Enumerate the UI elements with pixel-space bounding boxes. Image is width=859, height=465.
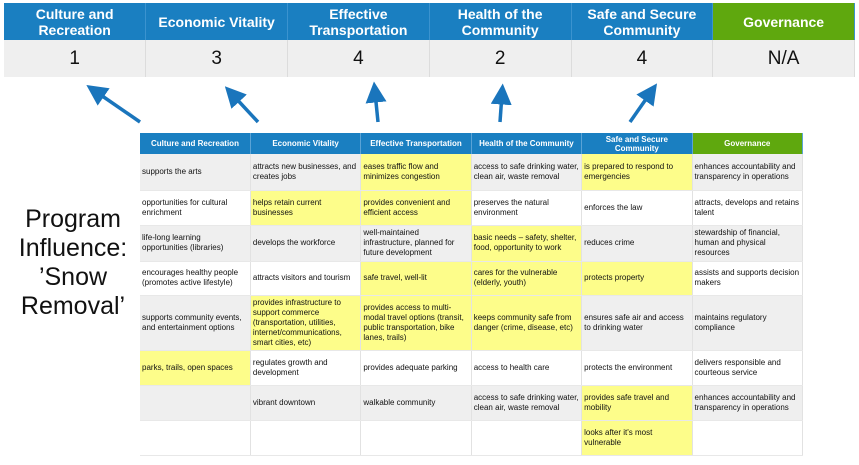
table-cell: assists and supports decision makers bbox=[692, 261, 804, 296]
table-row: supports community events, and entertain… bbox=[140, 295, 804, 351]
table-cell: preserves the natural environment bbox=[471, 190, 583, 226]
table-row: opportunities for cultural enrichment hel… bbox=[140, 190, 804, 226]
matrix-header-culture-and-recreation: Culture and Recreation bbox=[140, 133, 251, 154]
table-cell: provides adequate parking bbox=[360, 350, 472, 386]
table-cell: regulates growth and development bbox=[250, 350, 362, 386]
table-cell: encourages healthy people (promotes acti… bbox=[140, 261, 251, 296]
table-cell bbox=[471, 420, 583, 456]
summary-header-safe-and-secure-community: Safe and Secure Community bbox=[571, 3, 714, 40]
score-health-of-the-community: 2 bbox=[429, 40, 572, 77]
influence-matrix: Culture and Recreation Economic Vitality E… bbox=[140, 133, 804, 456]
table-cell: enhances accountability and transparency… bbox=[692, 385, 804, 421]
table-cell bbox=[692, 420, 804, 456]
highlighted-cell: provides convenient and efficient access bbox=[360, 190, 472, 226]
arrow-icon bbox=[490, 83, 512, 123]
table-cell: enforces the law bbox=[581, 190, 693, 226]
highlighted-cell: parks, trails, open spaces bbox=[140, 350, 251, 386]
table-cell: develops the workforce bbox=[250, 225, 362, 262]
table-row: vibrant downtown walkable community access… bbox=[140, 385, 804, 421]
table-cell bbox=[360, 420, 472, 456]
arrow-icon bbox=[628, 83, 658, 124]
arrow-icon bbox=[86, 85, 141, 124]
table-row: parks, trails, open spaces regulates grow… bbox=[140, 350, 804, 386]
highlighted-cell: basic needs – safety, shelter, food, opp… bbox=[471, 225, 583, 262]
table-cell: reduces crime bbox=[581, 225, 693, 262]
highlighted-cell: provides access to multi-modal travel op… bbox=[360, 295, 472, 351]
table-cell: opportunities for cultural enrichment bbox=[140, 190, 251, 226]
program-influence-label: Program Influence: ’Snow Removal’ bbox=[18, 205, 128, 320]
highlighted-cell: cares for the vulnerable (elderly, youth… bbox=[471, 261, 583, 296]
highlighted-cell: safe travel, well-lit bbox=[360, 261, 472, 296]
highlighted-cell: protects property bbox=[581, 261, 693, 296]
table-cell: attracts visitors and tourism bbox=[250, 261, 362, 296]
highlighted-cell: is prepared to respond to emergencies bbox=[581, 154, 693, 191]
matrix-header-economic-vitality: Economic Vitality bbox=[250, 133, 362, 154]
table-cell: attracts new businesses, and creates job… bbox=[250, 154, 362, 191]
highlighted-cell: provides infrastructure to support comme… bbox=[250, 295, 362, 351]
table-cell: well-maintained infrastructure, planned … bbox=[360, 225, 472, 262]
table-cell: supports the arts bbox=[140, 154, 251, 191]
table-row: supports the arts attracts new businesses… bbox=[140, 154, 804, 191]
table-row: encourages healthy people (promotes acti… bbox=[140, 261, 804, 296]
score-economic-vitality: 3 bbox=[145, 40, 288, 77]
highlighted-cell: keeps community safe from danger (crime,… bbox=[471, 295, 583, 351]
table-cell: delivers responsible and courteous servi… bbox=[692, 350, 804, 386]
summary-header-effective-transportation: Effective Transportation bbox=[287, 3, 430, 40]
table-cell: vibrant downtown bbox=[250, 385, 362, 421]
table-cell: enhances accountability and transparency… bbox=[692, 154, 804, 191]
highlighted-cell: eases traffic flow and minimizes congest… bbox=[360, 154, 472, 191]
table-cell bbox=[140, 420, 251, 456]
table-cell: ensures safe air and access to drinking … bbox=[581, 295, 693, 351]
table-cell: access to health care bbox=[471, 350, 583, 386]
table-cell: attracts, develops and retains talent bbox=[692, 190, 804, 226]
summary-table: Culture and Recreation Economic Vitality E… bbox=[4, 3, 855, 77]
matrix-header-governance: Governance bbox=[692, 133, 804, 154]
summary-header-health-of-the-community: Health of the Community bbox=[429, 3, 572, 40]
table-cell: walkable community bbox=[360, 385, 472, 421]
table-cell: access to safe drinking water, clean air… bbox=[471, 154, 583, 191]
score-culture-and-recreation: 1 bbox=[4, 40, 147, 77]
summary-header-governance: Governance bbox=[712, 3, 855, 40]
table-cell: access to safe drinking water, clean air… bbox=[471, 385, 583, 421]
highlighted-cell: helps retain current businesses bbox=[250, 190, 362, 226]
score-safe-and-secure-community: 4 bbox=[571, 40, 714, 77]
table-cell: stewardship of financial, human and phys… bbox=[692, 225, 804, 262]
summary-header-economic-vitality: Economic Vitality bbox=[145, 3, 288, 40]
score-governance: N/A bbox=[712, 40, 855, 77]
matrix-header-effective-transportation: Effective Transportation bbox=[360, 133, 472, 154]
arrow-icon bbox=[224, 86, 260, 124]
table-cell bbox=[140, 385, 251, 421]
highlighted-cell: provides safe travel and mobility bbox=[581, 385, 693, 421]
table-cell: protects the environment bbox=[581, 350, 693, 386]
table-cell bbox=[250, 420, 362, 456]
table-cell: supports community events, and entertain… bbox=[140, 295, 251, 351]
score-effective-transportation: 4 bbox=[287, 40, 430, 77]
table-row: looks after it's most vulnerable bbox=[140, 420, 804, 456]
matrix-header-safe-and-secure-community: Safe and Secure Community bbox=[581, 133, 693, 154]
highlighted-cell: looks after it's most vulnerable bbox=[581, 420, 693, 456]
summary-header-culture-and-recreation: Culture and Recreation bbox=[4, 3, 147, 40]
table-cell: life-long learning opportunities (librar… bbox=[140, 225, 251, 262]
table-cell: maintains regulatory compliance bbox=[692, 295, 804, 351]
matrix-header-health-of-the-community: Health of the Community bbox=[471, 133, 583, 154]
arrow-icon bbox=[365, 81, 387, 123]
table-row: life-long learning opportunities (librar… bbox=[140, 225, 804, 262]
